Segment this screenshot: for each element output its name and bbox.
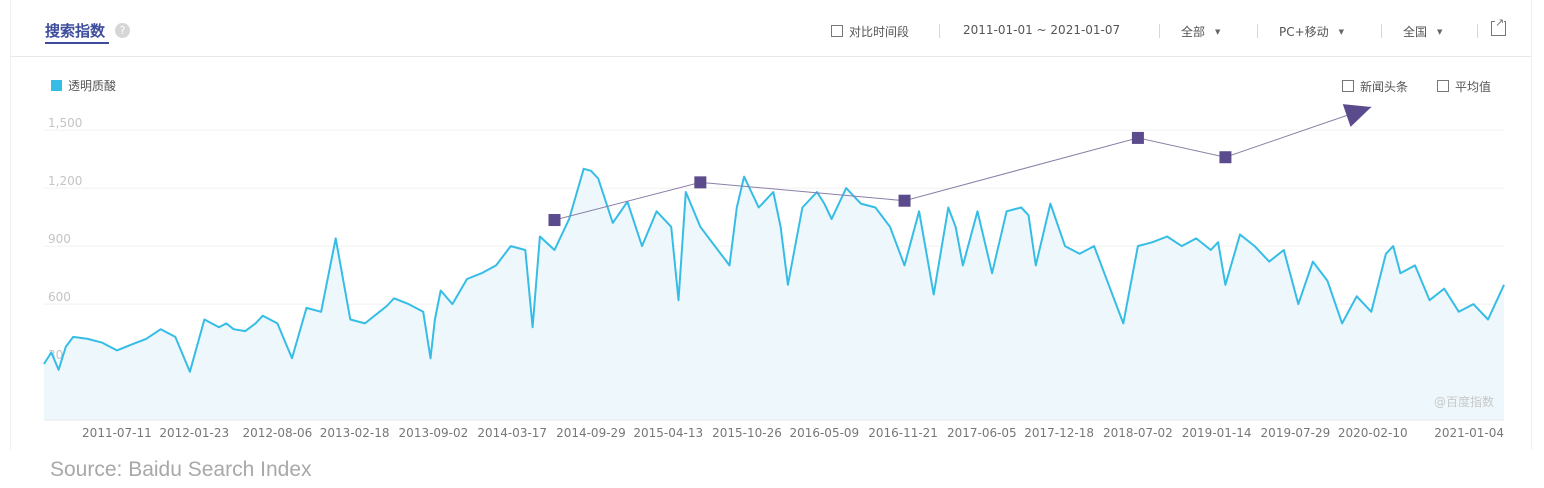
x-tick-label: 2012-08-06	[242, 426, 312, 440]
x-tick-label: 2014-03-17	[477, 426, 547, 440]
trend-point	[1219, 151, 1232, 164]
x-tick-label: 2015-10-26	[712, 426, 782, 440]
y-tick-label: 900	[48, 232, 71, 246]
watermark: @百度指数	[1434, 394, 1494, 409]
average-toggle[interactable]: 平均值	[1437, 78, 1491, 95]
x-tick-label: 2019-07-29	[1261, 426, 1331, 440]
divider	[1257, 24, 1258, 38]
trend-arrow-icon	[1342, 104, 1372, 127]
scope-dropdown[interactable]: 全部 ▼	[1181, 23, 1220, 40]
news-headline-label: 新闻头条	[1360, 80, 1409, 94]
question-icon[interactable]: ?	[115, 23, 130, 38]
title-underline	[45, 42, 109, 44]
x-tick-label: 2020-02-10	[1338, 426, 1408, 440]
toolbar: 搜索指数 ? 对比时间段 2011-01-01 ~ 2021-01-07 全部 ▼…	[11, 0, 1531, 57]
compare-period-label: 对比时间段	[849, 25, 910, 39]
trend-point	[548, 214, 561, 227]
date-range-picker[interactable]: 2011-01-01 ~ 2021-01-07	[963, 23, 1121, 37]
x-tick-label: 2017-12-18	[1024, 426, 1094, 440]
x-tick-label: 2013-09-02	[399, 426, 469, 440]
source-caption: Source: Baidu Search Index	[50, 458, 312, 481]
region-value: 全国	[1403, 25, 1428, 39]
chevron-down-icon: ▼	[1437, 28, 1443, 36]
y-tick-label: 600	[48, 290, 71, 304]
trend-line	[554, 106, 1372, 221]
x-tick-label: 2017-06-05	[947, 426, 1017, 440]
x-tick-label: 2011-07-11	[82, 426, 152, 440]
compare-period-toggle[interactable]: 对比时间段	[831, 23, 909, 40]
x-tick-label: 2016-05-09	[789, 426, 859, 440]
news-headline-toggle[interactable]: 新闻头条	[1342, 78, 1408, 95]
region-dropdown[interactable]: 全国 ▼	[1403, 23, 1442, 40]
trend-point	[898, 194, 911, 207]
divider	[1381, 24, 1382, 38]
x-tick-label: 2016-11-21	[868, 426, 938, 440]
x-tick-label: 2018-07-02	[1103, 426, 1173, 440]
x-tick-label: 2013-02-18	[320, 426, 390, 440]
checkbox-icon[interactable]	[831, 25, 843, 37]
device-dropdown[interactable]: PC+移动 ▼	[1279, 23, 1344, 40]
x-tick-label: 2012-01-23	[159, 426, 229, 440]
checkbox-icon[interactable]	[1437, 80, 1449, 92]
scope-value: 全部	[1181, 25, 1206, 39]
series-line	[43, 167, 1505, 373]
y-tick-label: 1,500	[48, 116, 82, 130]
legend-label: 透明质酸	[68, 79, 117, 93]
divider	[1477, 24, 1478, 38]
divider	[1159, 24, 1160, 38]
device-value: PC+移动	[1279, 25, 1329, 39]
trend-point	[694, 176, 707, 189]
legend-swatch	[51, 80, 62, 91]
divider	[939, 24, 940, 38]
average-label: 平均值	[1455, 80, 1492, 94]
chart-legend[interactable]: 透明质酸	[51, 77, 116, 94]
x-tick-label: 2019-01-14	[1182, 426, 1252, 440]
chevron-down-icon: ▼	[1338, 28, 1345, 36]
external-link-icon[interactable]	[1491, 16, 1506, 36]
series-area	[44, 168, 1504, 420]
x-tick-label: 2021-01-04	[1434, 426, 1504, 440]
x-tick-label: 2014-09-29	[556, 426, 626, 440]
trend-point	[1131, 131, 1144, 144]
chevron-down-icon: ▼	[1215, 28, 1221, 36]
y-tick-label: 1,200	[48, 174, 82, 188]
checkbox-icon[interactable]	[1342, 80, 1354, 92]
page-title[interactable]: 搜索指数	[45, 22, 106, 40]
x-tick-label: 2015-04-13	[633, 426, 703, 440]
